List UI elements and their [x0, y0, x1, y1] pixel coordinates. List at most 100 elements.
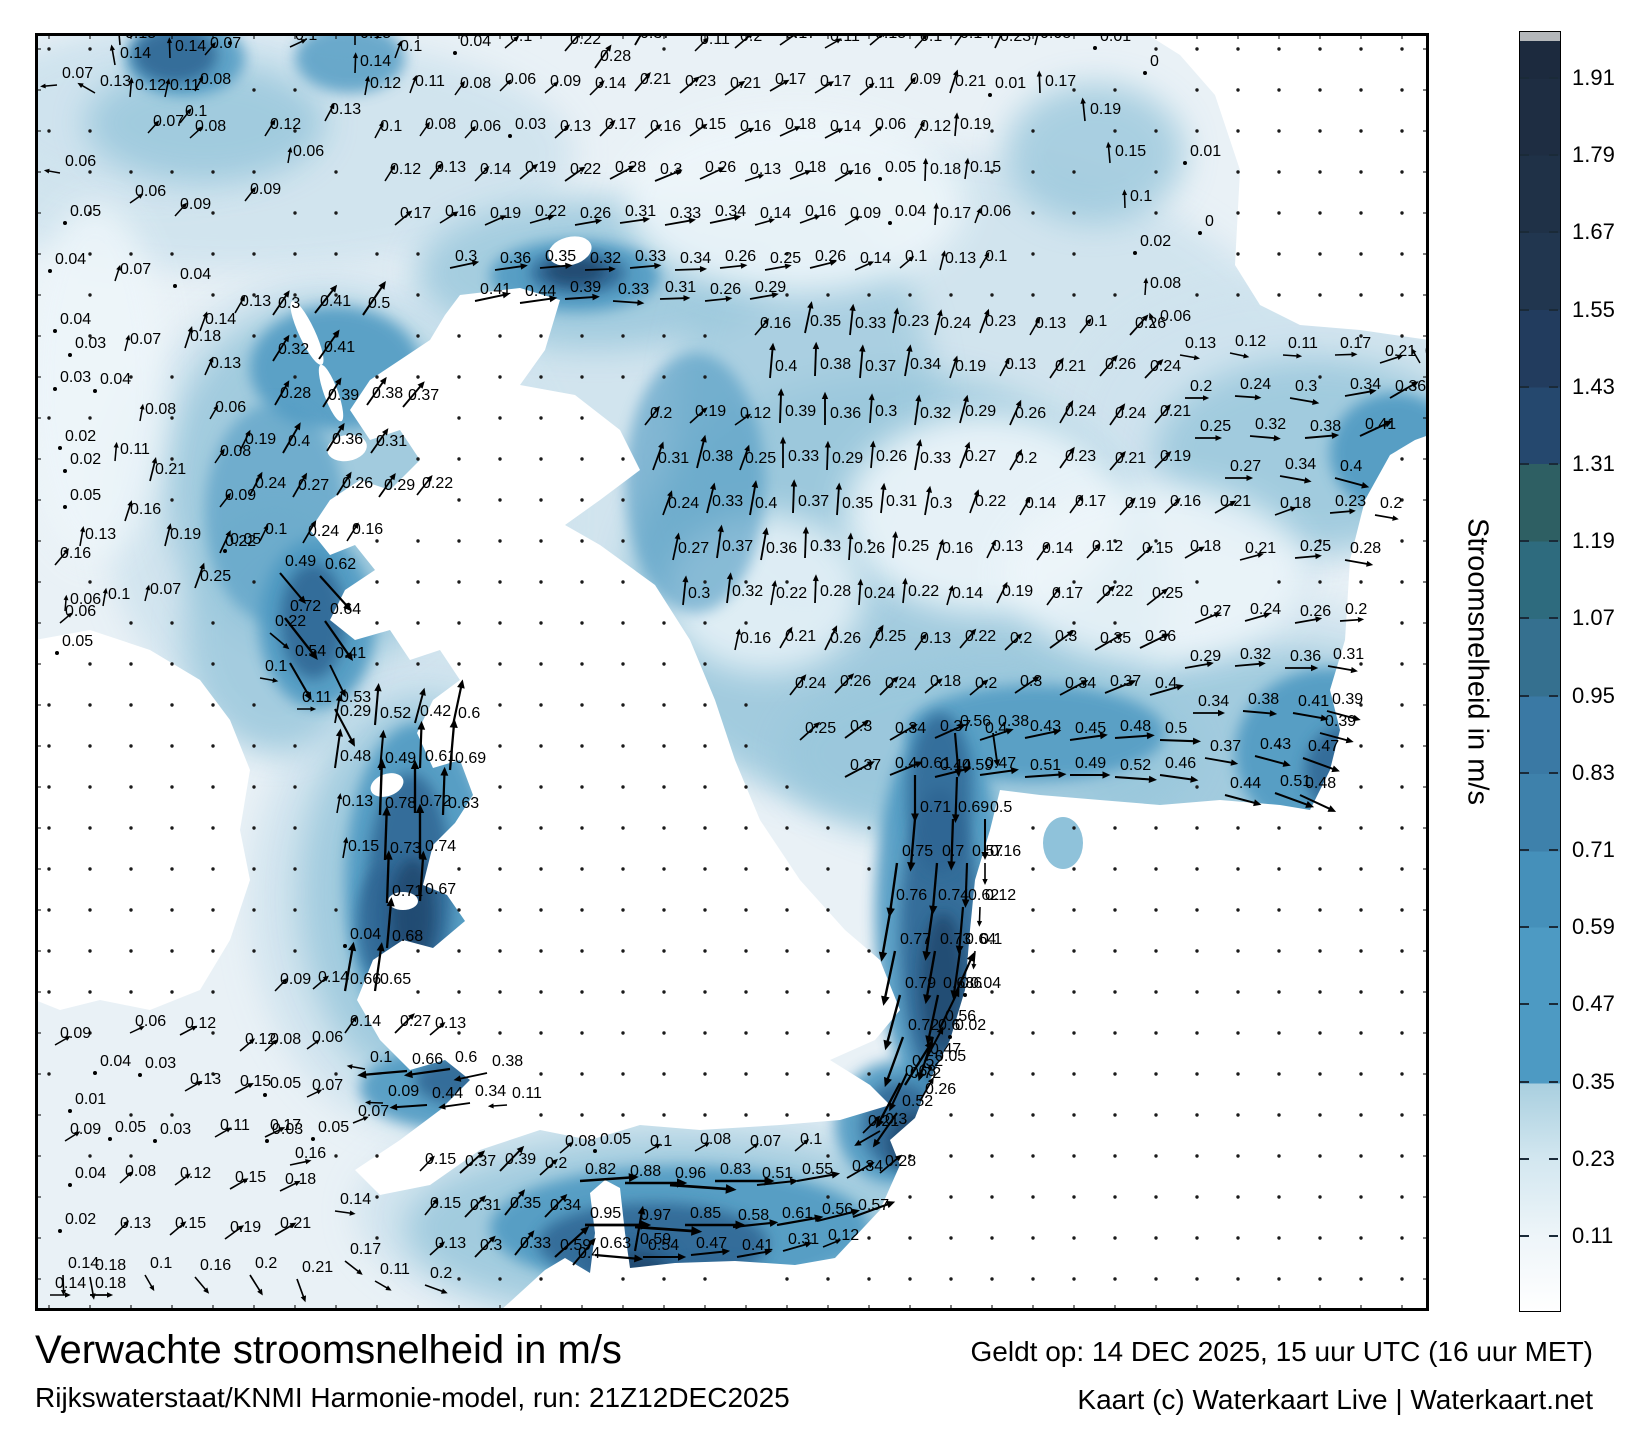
grid-dot — [662, 334, 666, 338]
flow-value-label: 0.3 — [455, 248, 477, 265]
flow-arrow — [799, 215, 819, 224]
flow-arrowhead — [180, 1221, 187, 1228]
flow-arrowhead — [377, 758, 386, 769]
flow-arrowhead — [351, 1015, 357, 1023]
flow-arrowhead — [357, 1070, 367, 1079]
flow-arrowhead — [353, 522, 359, 529]
flow-arrowhead — [704, 1142, 711, 1148]
flow-arrowhead — [113, 441, 119, 448]
flow-value-label: 0.26 — [710, 281, 741, 298]
flow-arrowhead — [428, 1155, 435, 1162]
flow-arrow — [474, 167, 488, 182]
flow-point — [228, 41, 232, 45]
grid-dot — [580, 826, 584, 830]
flow-value-label: 0.29 — [340, 703, 371, 720]
grid-dot — [1113, 580, 1117, 584]
grid-dot — [580, 539, 584, 543]
flow-value-label: 0.2 — [1345, 601, 1367, 618]
grid-dot — [498, 416, 502, 420]
flow-value-label: 0.38 — [702, 448, 733, 465]
flow-arrow — [939, 253, 945, 271]
grid-dot — [211, 293, 215, 297]
flow-arrow — [414, 690, 425, 724]
flow-arrowhead — [1304, 477, 1312, 484]
grid-dot — [1154, 1277, 1158, 1281]
flow-arrow — [926, 994, 940, 1043]
flow-value-label: 0.2 — [1010, 630, 1032, 647]
flow-arrowhead — [547, 215, 555, 221]
flow-arrowhead — [709, 482, 716, 490]
flow-value-label: 0.32 — [1255, 416, 1286, 433]
grid-dot — [1031, 1031, 1035, 1035]
grid-dot — [88, 990, 92, 994]
flow-point — [453, 51, 457, 55]
flow-arrowhead — [771, 580, 778, 587]
flow-arrow — [953, 732, 960, 775]
grid-dot — [744, 990, 748, 994]
flow-arrow — [418, 853, 425, 902]
flow-value-label: 0.17 — [400, 205, 431, 222]
flow-arrowhead — [1058, 357, 1064, 365]
flow-value-label: 0.16 — [1170, 493, 1201, 510]
flow-point — [1198, 231, 1202, 235]
grid-dot — [457, 908, 461, 912]
flow-arrowhead — [1215, 435, 1222, 441]
grid-dot — [621, 498, 625, 502]
flow-value-label: 0.43 — [1030, 718, 1061, 735]
colorbar-tick — [1520, 385, 1529, 388]
grid-dot — [129, 1154, 133, 1158]
grid-dot — [662, 703, 666, 707]
grid-dot — [1154, 539, 1158, 543]
flow-arrowhead — [936, 1026, 944, 1035]
flow-arrowhead — [923, 994, 932, 1005]
flow-arrowhead — [242, 1178, 249, 1184]
flow-value-label: 0.12 — [135, 77, 166, 94]
flow-value-label: 0.22 — [776, 585, 807, 602]
flow-value-label: 0.49 — [285, 553, 316, 570]
flow-arrow — [652, 443, 664, 471]
flow-value-label: 0.16 — [295, 1145, 326, 1162]
grid-dot — [621, 662, 625, 666]
flow-value-label: 0.01 — [1190, 143, 1221, 160]
grid-dot — [826, 1113, 830, 1117]
water-speed-blob — [391, 858, 435, 968]
flow-arrow — [269, 632, 288, 648]
flow-value-label: 0.16 — [352, 521, 383, 538]
flow-value-label: 0.05 — [885, 159, 916, 176]
flow-value-label: 0.16 — [740, 630, 771, 647]
flow-value-label: 0.72 — [420, 793, 451, 810]
flow-value-label: 0.12 — [245, 1031, 276, 1048]
flow-value-label: 0.39 — [328, 387, 359, 404]
grid-dot — [1154, 1072, 1158, 1076]
grid-dot — [580, 334, 584, 338]
grid-dot — [1400, 703, 1404, 707]
grid-dot — [47, 129, 51, 133]
flow-arrowhead — [1243, 353, 1250, 359]
grid-dot — [1195, 1031, 1199, 1035]
flow-arrowhead — [1146, 732, 1155, 740]
grid-dot — [1400, 949, 1404, 953]
flow-arrowhead — [335, 728, 343, 737]
flow-value-label: 0.3 — [1020, 673, 1042, 690]
flow-point — [888, 221, 892, 225]
grid-dot — [416, 293, 420, 297]
grid-dot — [293, 744, 297, 748]
flow-value-label: 0.34 — [1285, 456, 1316, 473]
grid-dot — [498, 539, 502, 543]
flow-value-label: 0.28 — [820, 583, 851, 600]
flow-arrow — [739, 447, 750, 471]
flow-arrow — [1154, 405, 1170, 424]
flow-value-label: 0.35 — [810, 313, 841, 330]
flow-arrowhead — [1111, 354, 1118, 362]
flow-arrowhead — [127, 1171, 133, 1177]
flow-arrow — [579, 1175, 636, 1183]
flow-value-label: 0.29 — [965, 403, 996, 420]
flow-value-label: 0.22 — [975, 493, 1006, 510]
flow-arrow — [924, 1028, 943, 1062]
flow-value-label: 0.37 — [722, 538, 753, 555]
flow-arrow — [272, 292, 289, 316]
flow-arrowhead — [349, 1210, 356, 1216]
grid-dot — [1277, 293, 1281, 297]
flow-arrow — [629, 264, 659, 269]
flow-value-label: 0.17 — [785, 33, 816, 42]
